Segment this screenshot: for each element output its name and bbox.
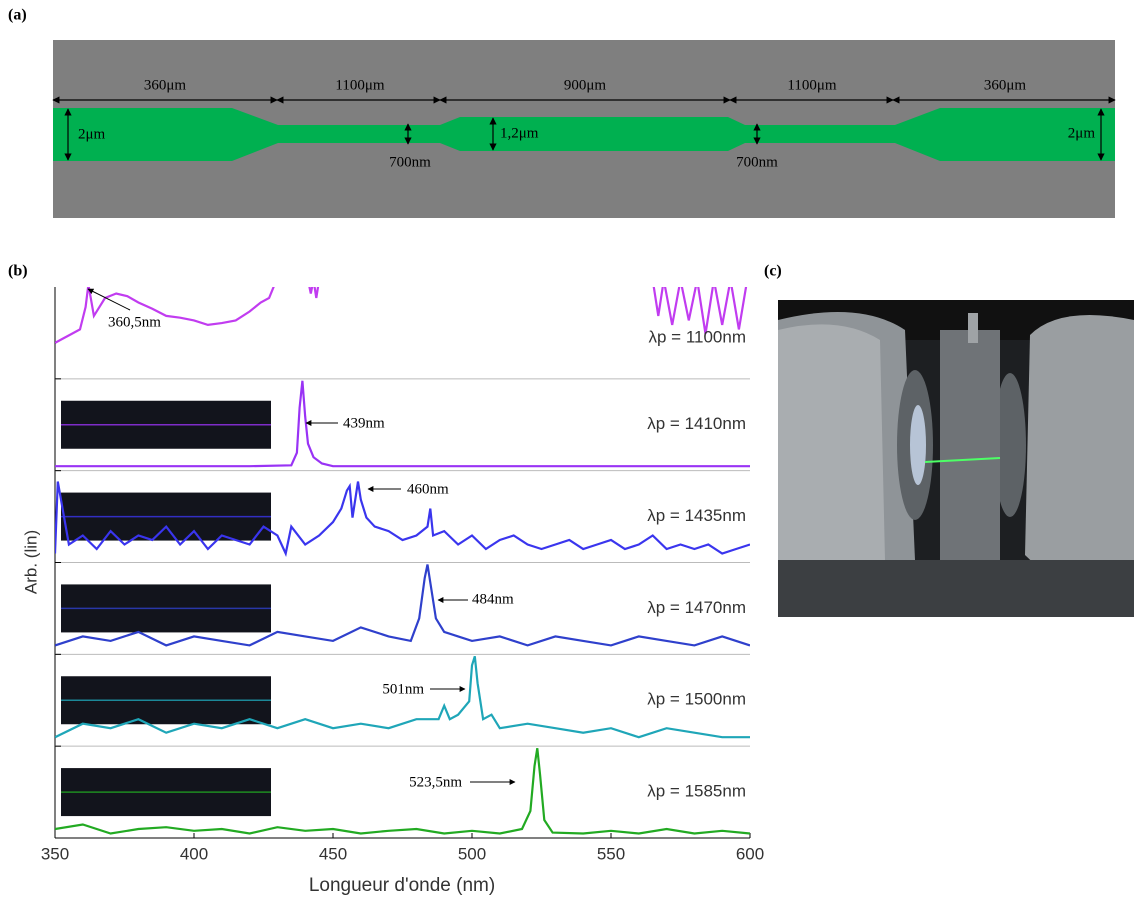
series-label: λp = 1585nm [647, 782, 746, 801]
x-tick-label: 400 [180, 844, 208, 863]
annotation: 523,5nm [409, 774, 462, 790]
waveguide [53, 108, 1115, 161]
width-label: 2μm [1068, 125, 1096, 141]
annotation: 360,5nm [108, 314, 161, 330]
x-tick-label: 550 [597, 844, 625, 863]
width-label: 1,2μm [500, 125, 539, 141]
photo [778, 300, 1134, 617]
spectrum [55, 380, 750, 468]
width-label: 700nm [389, 154, 431, 170]
x-axis-label: Longueur d'onde (nm) [309, 875, 495, 896]
annotation: 439nm [343, 415, 385, 431]
width-label: 2μm [78, 126, 106, 142]
length-label: 1100μm [787, 77, 836, 93]
y-axis-label: Arb. (lin) [21, 530, 40, 594]
spectrum [55, 481, 750, 557]
x-tick-label: 600 [736, 844, 764, 863]
panel-label: (c) [764, 263, 782, 280]
panel-label: (a) [8, 7, 27, 24]
annotation-arrow [87, 288, 131, 311]
x-tick-label: 500 [458, 844, 486, 863]
length-label: 360μm [984, 77, 1027, 93]
series-label: λp = 1410nm [647, 414, 746, 433]
x-tick-label: 350 [41, 844, 69, 863]
plot: 350 400 450 500 550 600 λp = 1100nm λp = 1410nm… [41, 287, 764, 863]
series-label: λp = 1435nm [647, 506, 746, 525]
width-label: 700nm [736, 154, 778, 170]
length-label: 360μm [144, 77, 187, 93]
annotation: 484nm [472, 591, 514, 607]
series-label: λp = 1500nm [647, 690, 746, 709]
series-label: λp = 1470nm [647, 598, 746, 617]
annotation: 460nm [407, 481, 449, 497]
series-label: λp = 1100nm [648, 327, 746, 346]
spectrum [55, 564, 750, 647]
spectrum [55, 748, 750, 835]
panel-label: (b) [8, 263, 28, 280]
spectrum [55, 287, 748, 344]
annotation: 501nm [382, 681, 424, 697]
length-label: 900μm [564, 77, 607, 93]
spectrum [55, 655, 750, 739]
length-label: 1100μm [335, 77, 384, 93]
x-tick-label: 450 [319, 844, 347, 863]
